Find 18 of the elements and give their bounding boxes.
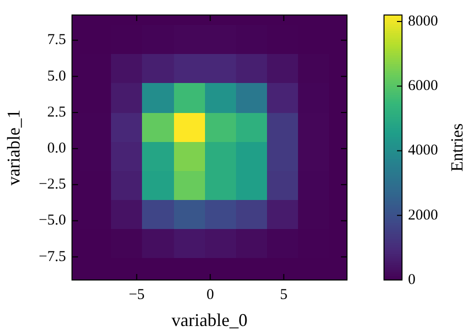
- x-tick-label: −5: [128, 286, 145, 303]
- y-tick-label: −2.5: [38, 176, 66, 193]
- color-bar-label: 6000: [408, 78, 438, 94]
- x-tick-label: 0: [206, 286, 214, 303]
- y-tick-label: 0.0: [47, 140, 66, 157]
- y-tick-label: 5.0: [47, 68, 66, 84]
- color-bar-label: 2000: [408, 207, 438, 224]
- y-tick-label: 7.5: [47, 32, 66, 48]
- y-tick-label: −7.5: [38, 248, 66, 265]
- x-tick-label: 5: [280, 286, 288, 303]
- y-axis-title: variable_1: [4, 110, 24, 186]
- y-tick-label: −5.0: [38, 212, 66, 229]
- color-bar-label: 0: [408, 272, 416, 288]
- color-bar-label: 8000: [408, 13, 438, 30]
- color-bar-label: 4000: [408, 142, 438, 159]
- y-tick-label: 2.5: [47, 104, 66, 120]
- x-axis-title: variable_0: [172, 310, 248, 330]
- color-bar-title: Entries: [447, 123, 466, 172]
